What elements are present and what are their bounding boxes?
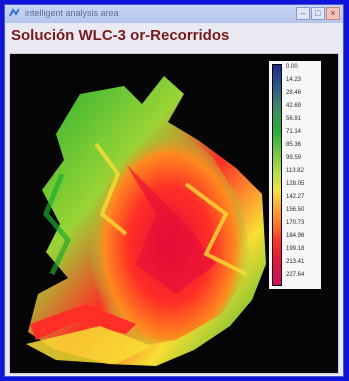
legend-label: 227.64 [286,272,305,278]
legend-label: 142.27 [286,194,305,200]
legend-label: 156.50 [286,207,305,213]
legend-labels: 0.00 14.23 28.46 42.69 56.91 71.14 85.36… [286,64,332,286]
legend-label: 184.96 [286,233,305,239]
close-button[interactable]: × [326,7,340,20]
maximize-button[interactable]: □ [311,7,325,20]
legend-label: 42.69 [286,103,302,109]
title-bar[interactable]: intelligent analysis area – □ × [5,5,343,23]
app-window: intelligent analysis area – □ × Solución… [4,4,344,377]
legend-color-bar [272,64,282,286]
page-title: Solución WLC-3 or-Recorridos [11,27,230,44]
legend-label: 85.36 [286,142,302,148]
map-panel: 0.00 14.23 28.46 42.69 56.91 71.14 85.36… [9,53,339,374]
legend-label: 213.41 [286,259,305,265]
legend-label: 14.23 [286,77,302,83]
legend-label: 170.73 [286,220,305,226]
legend-label: 0.00 [286,64,298,70]
heatmap-map[interactable] [16,64,268,368]
legend-label: 113.82 [286,168,304,174]
app-icon [9,8,20,17]
legend-label: 71.14 [286,129,302,135]
color-legend: 0.00 14.23 28.46 42.69 56.91 71.14 85.36… [269,61,336,294]
minimize-button[interactable]: – [296,7,310,20]
legend-label: 128.05 [286,181,305,187]
window-title: intelligent analysis area [25,8,119,18]
legend-label: 56.91 [286,116,302,122]
legend-label: 199.18 [286,246,305,252]
legend-label: 28.46 [286,90,302,96]
legend-label: 99.59 [286,155,302,161]
